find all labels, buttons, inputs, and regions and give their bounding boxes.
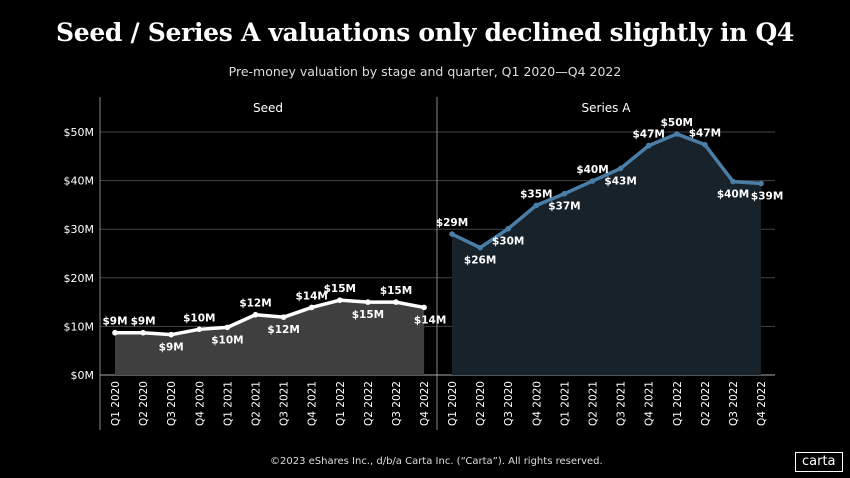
carta-logo: carta bbox=[795, 452, 843, 472]
data-label: $40M bbox=[717, 189, 749, 201]
data-label: $47M bbox=[633, 129, 665, 141]
data-label: $47M bbox=[689, 128, 721, 140]
data-point bbox=[196, 326, 203, 333]
data-label: $26M bbox=[464, 255, 496, 267]
data-label: $29M bbox=[436, 217, 468, 229]
data-point bbox=[337, 297, 343, 303]
data-label: $30M bbox=[492, 236, 524, 248]
data-label: $10M bbox=[183, 312, 215, 324]
data-point bbox=[589, 178, 596, 184]
area-fill bbox=[115, 300, 425, 375]
x-tick-label: Q4 2020 bbox=[531, 381, 543, 426]
x-tick-label: Q1 2021 bbox=[222, 381, 234, 426]
x-tick-label: Q2 2022 bbox=[363, 381, 375, 426]
x-tick-label: Q3 2021 bbox=[616, 381, 628, 426]
x-tick-label: Q1 2022 bbox=[672, 381, 684, 426]
data-label: $39M bbox=[751, 191, 783, 203]
x-tick-label: Q1 2022 bbox=[335, 381, 347, 426]
x-tick-label: Q2 2020 bbox=[138, 381, 150, 426]
chart: $0M $10M $20M $30M $40M $50M Seed $9M Q1 2020 $9M… bbox=[64, 97, 783, 430]
x-tick-label: Q3 2020 bbox=[503, 381, 515, 426]
copyright-footer: ©2023 eShares Inc., d/b/a Carta Inc. (“C… bbox=[270, 456, 603, 467]
x-tick-label: Q1 2020 bbox=[110, 381, 122, 426]
data-point bbox=[140, 329, 146, 336]
x-tick-label: Q3 2020 bbox=[166, 381, 178, 426]
x-tick-label: Q2 2022 bbox=[700, 381, 712, 426]
data-point bbox=[280, 314, 287, 320]
data-label: $15M bbox=[352, 309, 384, 321]
data-point bbox=[252, 311, 259, 318]
data-point bbox=[421, 304, 427, 311]
data-label: $43M bbox=[604, 175, 636, 187]
data-label: $35M bbox=[520, 188, 552, 200]
x-tick-label: Q2 2021 bbox=[251, 381, 263, 426]
data-point bbox=[168, 331, 174, 338]
data-label: $14M bbox=[296, 290, 328, 302]
y-tick-label: $40M bbox=[64, 175, 95, 188]
y-tick-label: $20M bbox=[64, 272, 95, 285]
x-tick-label: Q3 2022 bbox=[391, 381, 403, 426]
data-point bbox=[112, 329, 118, 336]
data-point bbox=[477, 244, 483, 251]
data-point bbox=[645, 142, 652, 149]
data-point bbox=[449, 231, 455, 237]
data-point bbox=[393, 299, 399, 305]
y-tick-label: $0M bbox=[71, 369, 95, 382]
data-point bbox=[617, 165, 624, 172]
data-point bbox=[505, 225, 512, 232]
area-fill bbox=[452, 133, 762, 375]
x-tick-label: Q4 2020 bbox=[194, 381, 206, 426]
x-tick-label: Q2 2021 bbox=[588, 381, 600, 426]
y-tick-label: $10M bbox=[64, 320, 95, 333]
data-label: $37M bbox=[548, 201, 580, 213]
x-tick-label: Q4 2022 bbox=[419, 381, 431, 426]
y-tick-label: $50M bbox=[64, 126, 95, 139]
data-label: $50M bbox=[661, 117, 693, 129]
chart-title: Seed / Series A valuations only declined… bbox=[55, 18, 795, 47]
x-tick-label: Q2 2020 bbox=[475, 381, 487, 426]
x-tick-label: Q4 2021 bbox=[644, 381, 656, 426]
x-tick-label: Q1 2020 bbox=[447, 381, 459, 426]
data-label: $15M bbox=[380, 285, 412, 297]
data-label: $10M bbox=[211, 334, 243, 346]
data-point bbox=[561, 190, 568, 197]
chart-subtitle: Pre-money valuation by stage and quarter… bbox=[228, 64, 622, 79]
panel-title: Seed bbox=[253, 101, 283, 115]
data-point bbox=[730, 178, 736, 185]
series-line bbox=[451, 132, 762, 250]
data-label: $15M bbox=[324, 283, 356, 295]
data-point bbox=[224, 324, 231, 331]
data-point bbox=[365, 299, 371, 305]
data-label: $12M bbox=[267, 324, 299, 336]
x-tick-label: Q4 2021 bbox=[307, 381, 319, 426]
panel-seed: Seed $9M Q1 2020 $9M Q2 2020 $9M Q3 2020 $10M Q4… bbox=[102, 101, 446, 426]
data-point bbox=[308, 304, 315, 311]
data-label: $40M bbox=[576, 164, 608, 176]
x-tick-label: Q3 2021 bbox=[279, 381, 291, 426]
panel-series-a: Series A $29M Q1 2020 $26M Q2 2020 $30M Q3 202… bbox=[436, 101, 783, 426]
data-label: $14M bbox=[414, 314, 446, 326]
data-point bbox=[533, 202, 540, 209]
panel-title: Series A bbox=[582, 101, 632, 115]
data-point bbox=[674, 131, 680, 137]
data-label: $9M bbox=[102, 316, 127, 328]
x-tick-label: Q4 2022 bbox=[756, 381, 768, 426]
data-label: $9M bbox=[131, 316, 156, 328]
data-label: $12M bbox=[239, 298, 271, 310]
x-tick-label: Q1 2021 bbox=[559, 381, 571, 426]
y-tick-label: $30M bbox=[64, 223, 95, 236]
data-label: $9M bbox=[159, 342, 184, 354]
data-point bbox=[702, 141, 708, 148]
data-point bbox=[758, 180, 764, 187]
series-line bbox=[115, 298, 425, 337]
x-tick-label: Q3 2022 bbox=[728, 381, 740, 426]
